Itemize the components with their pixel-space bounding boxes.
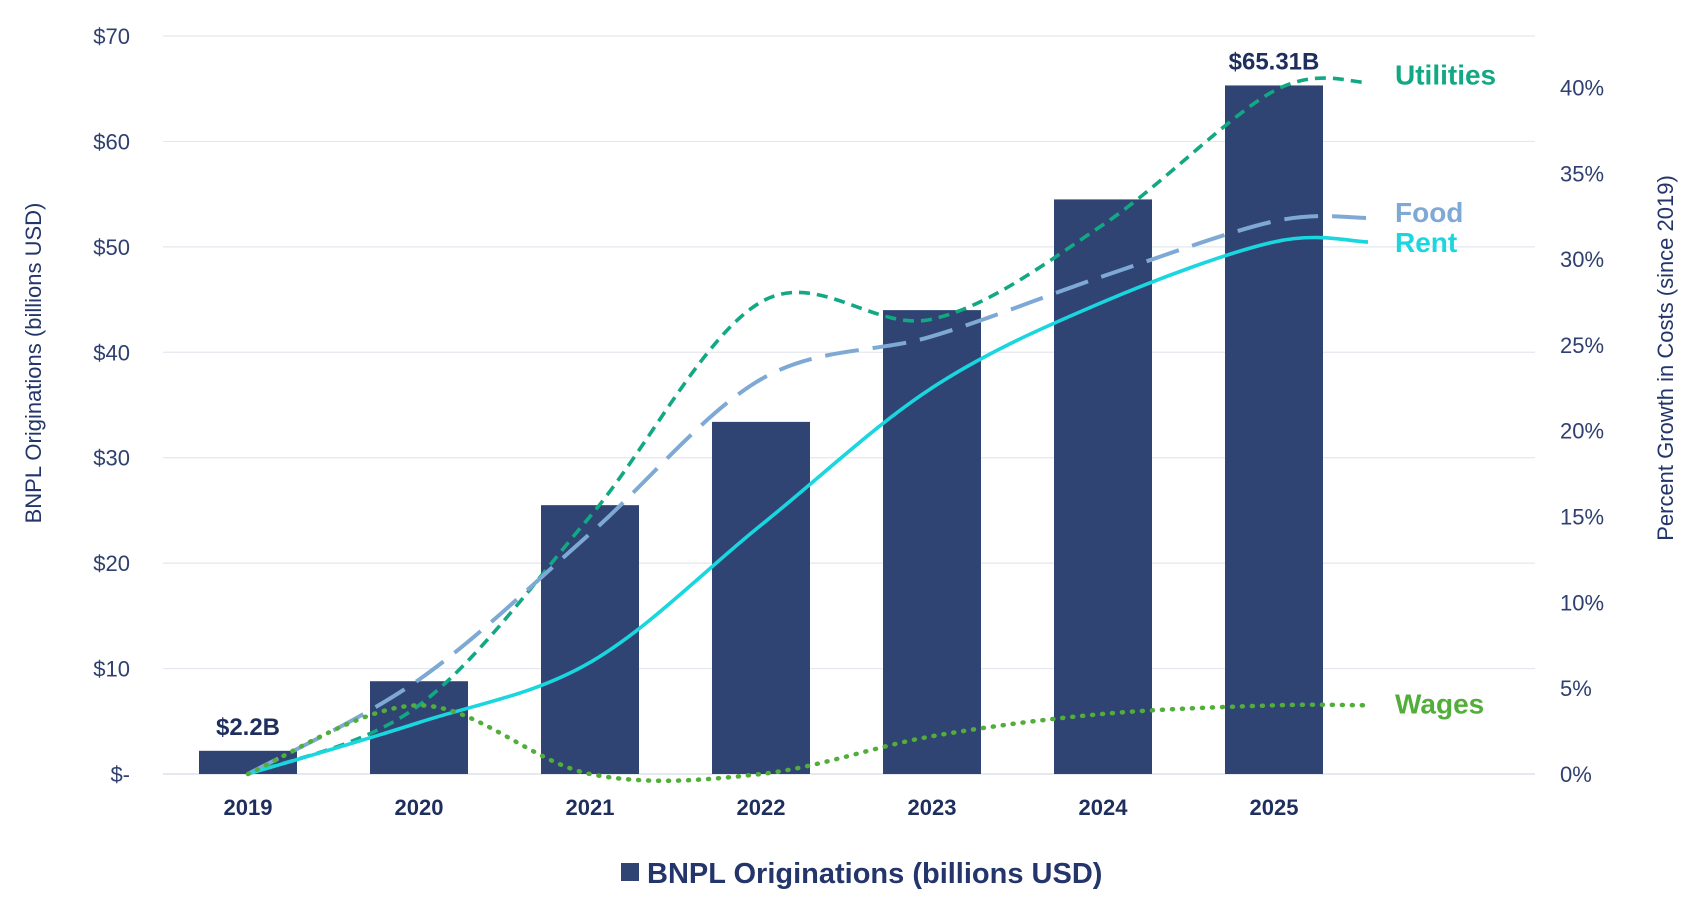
x-tick-label: 2021 [566, 795, 615, 820]
series-label-food: Food [1395, 197, 1463, 228]
left-tick-label: $- [110, 762, 130, 787]
series-label-utilities: Utilities [1395, 59, 1496, 90]
left-tick-label: $70 [93, 24, 130, 49]
line-rent [247, 235, 1369, 776]
x-tick-label: 2022 [737, 795, 786, 820]
bar-data-label: $65.31B [1229, 48, 1320, 75]
x-tick-label: 2019 [224, 795, 273, 820]
right-tick-label: 0% [1560, 762, 1592, 787]
right-tick-label: 30% [1560, 247, 1604, 272]
bars [199, 85, 1323, 775]
right-tick-label: 15% [1560, 505, 1604, 530]
legend: BNPL Originations (billions USD) [621, 858, 1102, 890]
right-tick-label: 5% [1560, 676, 1592, 701]
gridlines [163, 35, 1535, 775]
series-label-rent: Rent [1395, 227, 1457, 258]
left-tick-label: $60 [93, 129, 130, 154]
left-tick-label: $30 [93, 446, 130, 471]
left-tick-label: $20 [93, 551, 130, 576]
right-tick-label: 25% [1560, 333, 1604, 358]
right-tick-label: 35% [1560, 161, 1604, 186]
series-label-wages: Wages [1395, 688, 1484, 719]
data-labels: $2.2B $65.31B [216, 48, 1319, 740]
left-tick-label: $10 [93, 657, 130, 682]
right-tick-label: 20% [1560, 419, 1604, 444]
bar-2023 [883, 310, 981, 774]
left-tick-label: $40 [93, 340, 130, 365]
right-axis-title: Percent Growth in Costs (since 2019) [1653, 175, 1678, 541]
right-tick-label: 40% [1560, 75, 1604, 100]
growth-lines [245, 76, 1371, 784]
bar-2022 [712, 421, 810, 774]
left-axis-ticks: $- $10 $20 $30 $40 $50 $60 $70 [93, 24, 130, 787]
x-tick-label: 2020 [395, 795, 444, 820]
line-wages [245, 702, 1371, 784]
legend-label: BNPL Originations (billions USD) [647, 858, 1102, 890]
x-tick-label: 2025 [1250, 795, 1299, 820]
x-tick-label: 2023 [908, 795, 957, 820]
bar-2024 [1054, 199, 1152, 774]
left-axis-title: BNPL Originations (billions USD) [21, 203, 46, 524]
line-utilities [247, 76, 1369, 776]
legend-swatch [621, 863, 639, 881]
right-tick-label: 10% [1560, 590, 1604, 615]
bar-data-label: $2.2B [216, 714, 280, 741]
bar-2025 [1225, 85, 1323, 775]
left-tick-label: $50 [93, 235, 130, 260]
x-axis-ticks: 2019 2020 2021 2022 2023 2024 2025 [224, 795, 1299, 820]
line-food [247, 214, 1369, 776]
right-axis-ticks: 0% 5% 10% 15% 20% 25% 30% 35% 40% [1560, 75, 1604, 787]
x-tick-label: 2024 [1079, 795, 1129, 820]
